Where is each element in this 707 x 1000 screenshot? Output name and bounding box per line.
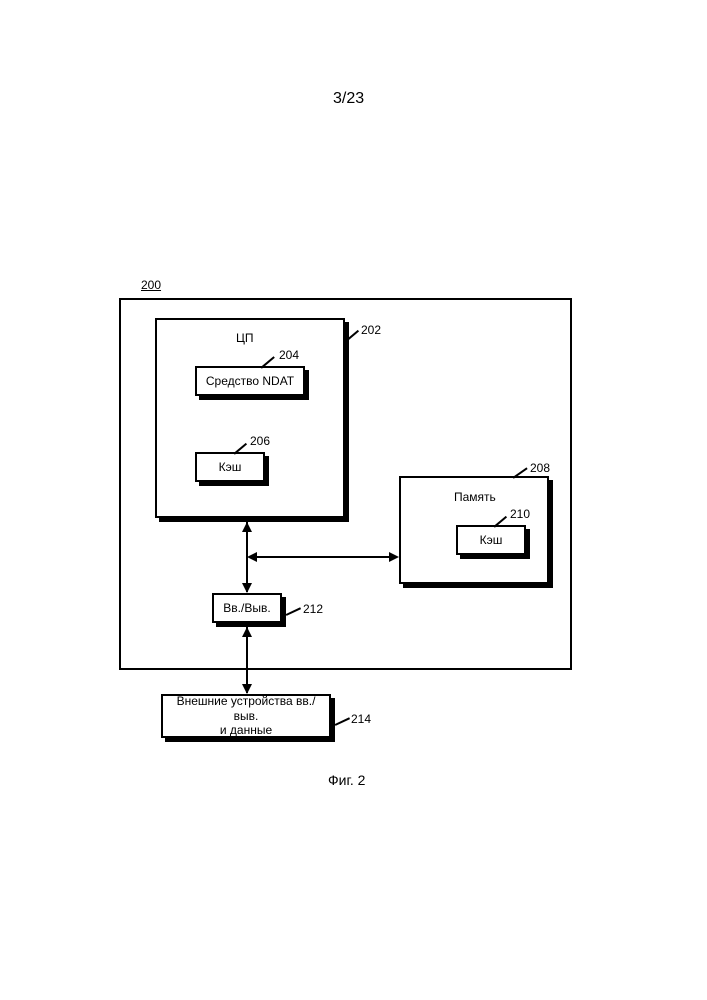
external-leader	[335, 717, 350, 725]
cpu-cache-ref: 206	[250, 434, 270, 448]
cpu-mem-arrow-right	[389, 552, 399, 562]
memory-ref: 208	[530, 461, 550, 475]
system-ref: 200	[141, 278, 161, 292]
memory-cache-box: Кэш	[456, 525, 526, 555]
cpu-ref: 202	[361, 323, 381, 337]
cpu-cache-box: Кэш	[195, 452, 265, 482]
ndat-label: Средство NDAT	[197, 368, 303, 394]
cpu-io-arrow-up	[242, 522, 252, 532]
page-number: 3/23	[333, 90, 364, 108]
cpu-cache-label: Кэш	[197, 454, 263, 480]
memory-title: Память	[454, 490, 496, 504]
page: 3/23 200 ЦП Средство NDAT 204 Кэш 206 20…	[0, 0, 707, 1000]
ndat-ref: 204	[279, 348, 299, 362]
io-ref: 212	[303, 602, 323, 616]
memory-cache-label: Кэш	[458, 527, 524, 553]
figure-caption: Фиг. 2	[328, 772, 365, 788]
cpu-box	[155, 318, 345, 518]
io-ext-arrow-up	[242, 627, 252, 637]
cpu-title: ЦП	[236, 331, 254, 345]
cpu-mem-arrow-left	[247, 552, 257, 562]
cpu-io-arrow-down	[242, 583, 252, 593]
external-box: Внешние устройства вв./выв. и данные	[161, 694, 331, 738]
external-label: Внешние устройства вв./выв. и данные	[165, 694, 327, 737]
memory-cache-ref: 210	[510, 507, 530, 521]
cpu-mem-line	[256, 556, 390, 558]
io-label: Вв./Выв.	[214, 595, 280, 621]
ndat-box: Средство NDAT	[195, 366, 305, 396]
external-ref: 214	[351, 712, 371, 726]
io-ext-arrow-down	[242, 684, 252, 694]
io-box: Вв./Выв.	[212, 593, 282, 623]
